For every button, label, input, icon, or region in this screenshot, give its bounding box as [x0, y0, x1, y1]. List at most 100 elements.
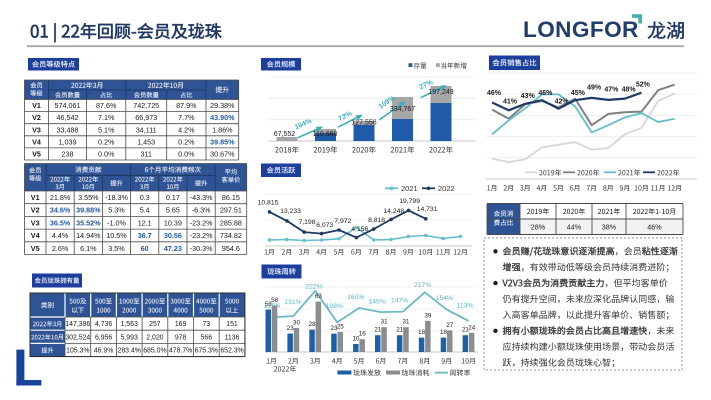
svg-text:36.7: 36.7: [138, 231, 152, 240]
svg-text:16: 16: [359, 331, 366, 338]
svg-text:5.3%: 5.3%: [108, 206, 125, 215]
svg-text:5.4: 5.4: [140, 206, 150, 215]
svg-text:14.94%: 14.94%: [76, 231, 101, 240]
svg-text:217%: 217%: [414, 282, 431, 289]
svg-text:V4: V4: [32, 137, 41, 146]
svg-text:21: 21: [374, 327, 381, 334]
svg-text:23: 23: [287, 325, 294, 332]
svg-text:46.9%: 46.9%: [94, 348, 114, 355]
svg-text:5,993: 5,993: [121, 334, 138, 341]
svg-text:52%: 52%: [636, 81, 651, 88]
svg-text:169: 169: [175, 321, 187, 328]
svg-text:66,973: 66,973: [135, 113, 157, 122]
svg-text:43.90%: 43.90%: [210, 113, 235, 122]
svg-text:10: 10: [352, 336, 359, 343]
svg-text:30.67%: 30.67%: [210, 150, 235, 159]
svg-text:0.0%: 0.0%: [98, 150, 115, 159]
svg-text:73: 73: [202, 321, 210, 328]
svg-text:-18.3%: -18.3%: [105, 193, 128, 202]
svg-text:-23.2%: -23.2%: [190, 218, 213, 227]
svg-text:21: 21: [462, 327, 469, 334]
svg-text:5.1%: 5.1%: [98, 125, 115, 134]
svg-text:31: 31: [381, 319, 388, 326]
svg-text:86.15: 86.15: [222, 193, 240, 202]
svg-text:4,736: 4,736: [95, 321, 112, 328]
svg-text:3.55%: 3.55%: [78, 193, 99, 202]
svg-text:V2: V2: [31, 206, 40, 215]
svg-text:43%: 43%: [521, 93, 536, 100]
svg-text:1,039: 1,039: [59, 137, 77, 146]
svg-text:285.88: 285.88: [220, 218, 242, 227]
svg-text:0.0%: 0.0%: [178, 150, 195, 159]
svg-text:10.5%: 10.5%: [106, 231, 127, 240]
svg-text:30: 30: [293, 320, 300, 327]
svg-text:147%: 147%: [391, 297, 408, 304]
svg-text:7,972: 7,972: [334, 218, 351, 225]
svg-text:0.2%: 0.2%: [98, 137, 115, 146]
svg-text:34.6%: 34.6%: [50, 206, 71, 215]
svg-text:2.6%: 2.6%: [52, 244, 69, 253]
svg-text:151: 151: [226, 321, 238, 328]
svg-text:105.3%: 105.3%: [66, 348, 89, 355]
svg-text:3.5%: 3.5%: [108, 244, 125, 253]
svg-text:0.17: 0.17: [166, 193, 180, 202]
svg-text:18: 18: [440, 329, 447, 336]
svg-text:297.51: 297.51: [220, 206, 242, 215]
svg-text:14,731: 14,731: [417, 206, 438, 213]
svg-text:4.4%: 4.4%: [52, 231, 69, 240]
svg-text:47%: 47%: [604, 87, 619, 94]
svg-text:24: 24: [468, 324, 475, 331]
svg-text:12.1: 12.1: [138, 218, 152, 227]
svg-text:87.6%: 87.6%: [96, 101, 117, 110]
svg-text:6,956: 6,956: [95, 334, 112, 341]
svg-text:34,111: 34,111: [136, 125, 157, 134]
svg-text:48%: 48%: [622, 87, 637, 94]
svg-text:6,073: 6,073: [316, 222, 333, 229]
svg-text:2022: 2022: [438, 184, 455, 193]
svg-text:38%: 38%: [602, 223, 617, 232]
svg-text:27: 27: [446, 322, 453, 329]
svg-text:V1: V1: [32, 101, 41, 110]
svg-text:39.88%: 39.88%: [76, 206, 101, 215]
svg-text:734.82: 734.82: [220, 231, 242, 240]
svg-text:1.86%: 1.86%: [212, 125, 233, 134]
svg-text:29.38%: 29.38%: [210, 101, 235, 110]
svg-text:36.5%: 36.5%: [50, 218, 71, 227]
svg-text:60: 60: [141, 244, 149, 253]
svg-text:46%: 46%: [538, 90, 553, 97]
svg-text:1,453: 1,453: [137, 137, 155, 146]
svg-text:25: 25: [337, 324, 344, 331]
svg-text:160%: 160%: [347, 294, 364, 301]
svg-text:0.3: 0.3: [140, 193, 150, 202]
svg-text:46,542: 46,542: [57, 113, 79, 122]
svg-text:311: 311: [140, 150, 151, 159]
svg-text:127,556: 127,556: [351, 120, 376, 127]
svg-text:V5: V5: [32, 150, 41, 159]
svg-text:58: 58: [271, 297, 278, 304]
svg-text:21: 21: [396, 327, 403, 334]
svg-text:7.1%: 7.1%: [98, 113, 115, 122]
svg-text:302,524: 302,524: [65, 334, 90, 341]
svg-text:21.8%: 21.8%: [50, 193, 71, 202]
svg-text:46%: 46%: [487, 90, 502, 97]
svg-text:7,198: 7,198: [298, 219, 315, 226]
svg-text:19,799: 19,799: [399, 198, 420, 205]
svg-text:46%: 46%: [647, 223, 662, 232]
svg-text:-43.3%: -43.3%: [190, 193, 213, 202]
svg-text:41%: 41%: [503, 99, 518, 106]
svg-text:566: 566: [201, 334, 213, 341]
svg-text:LONGFOR: LONGFOR: [523, 17, 639, 42]
svg-text:14,248: 14,248: [383, 208, 404, 215]
svg-text:V1: V1: [31, 193, 40, 202]
svg-text:147,386: 147,386: [65, 321, 90, 328]
svg-text:2,020: 2,020: [146, 334, 163, 341]
svg-text:5.65: 5.65: [166, 206, 180, 215]
svg-text:-6.3%: -6.3%: [192, 206, 211, 215]
svg-text:V3: V3: [31, 218, 40, 227]
svg-text:742,725: 742,725: [133, 101, 159, 110]
svg-text:44%: 44%: [567, 223, 582, 232]
svg-text:6.1%: 6.1%: [80, 244, 97, 253]
svg-text:-23.2%: -23.2%: [190, 231, 213, 240]
svg-text:31: 31: [403, 319, 410, 326]
svg-text:-30.3%: -30.3%: [190, 244, 213, 253]
